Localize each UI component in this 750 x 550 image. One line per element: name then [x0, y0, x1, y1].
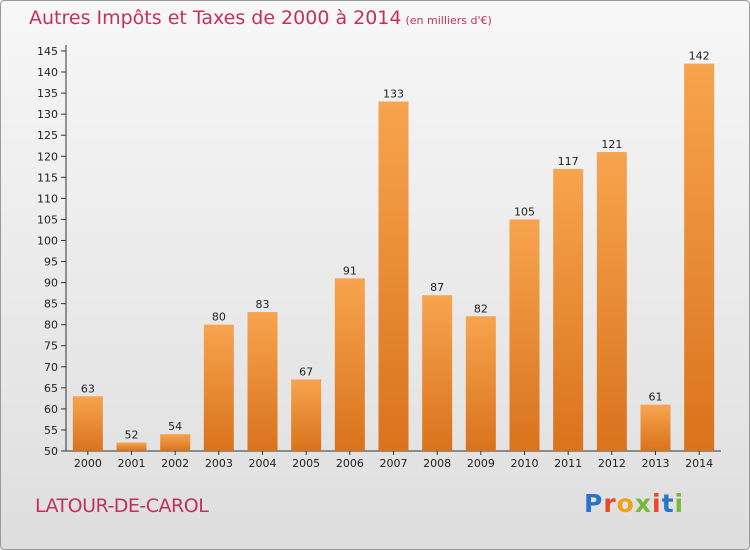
y-tick-label: 115	[37, 171, 58, 184]
chart-labels: 2000 63 2001 52 2002 54 2003 80 2004 83 2005 67 2006…	[74, 50, 713, 470]
data-label: 87	[430, 281, 444, 294]
x-tick-label: 2011	[554, 457, 582, 470]
y-tick-label: 100	[37, 234, 58, 247]
data-label: 117	[558, 155, 579, 168]
y-tick-label: 145	[37, 45, 58, 58]
y-tick-label: 50	[44, 445, 58, 458]
y-tick-label: 95	[44, 256, 58, 269]
bar	[72, 396, 103, 451]
data-label: 133	[383, 88, 404, 101]
y-tick-label: 120	[37, 150, 58, 163]
bar	[422, 295, 453, 451]
data-label: 83	[256, 298, 270, 311]
chart-bars	[72, 63, 715, 452]
x-tick-label: 2012	[598, 457, 626, 470]
y-tick-label: 55	[44, 424, 58, 437]
y-tick-label: 70	[44, 361, 58, 374]
data-label: 121	[601, 138, 622, 151]
data-label: 142	[689, 50, 710, 63]
bar	[640, 404, 671, 451]
x-tick-label: 2002	[161, 457, 189, 470]
y-tick-label: 65	[44, 382, 58, 395]
data-label: 82	[474, 302, 488, 315]
commune-name: LATOUR-DE-CAROL	[35, 495, 209, 517]
data-label: 67	[299, 365, 313, 378]
bar	[247, 312, 278, 451]
bar	[509, 219, 540, 451]
x-tick-label: 2007	[380, 457, 408, 470]
y-tick-label: 75	[44, 340, 58, 353]
x-tick-label: 2014	[685, 457, 713, 470]
x-tick-label: 2013	[642, 457, 670, 470]
x-tick-label: 2005	[292, 457, 320, 470]
x-tick-label: 2004	[249, 457, 277, 470]
bar	[291, 379, 322, 451]
y-tick-label: 130	[37, 108, 58, 121]
bar	[116, 442, 147, 451]
bar	[465, 316, 496, 451]
data-label: 61	[649, 391, 663, 404]
bar	[334, 278, 365, 451]
x-tick-label: 2008	[423, 457, 451, 470]
data-label: 91	[343, 264, 357, 277]
x-tick-label: 2000	[74, 457, 102, 470]
data-label: 52	[125, 429, 139, 442]
y-tick-label: 140	[37, 66, 58, 79]
data-label: 105	[514, 205, 535, 218]
bar	[684, 63, 715, 451]
proxiti-logo[interactable]: Proxiti	[584, 489, 685, 518]
x-tick-label: 2006	[336, 457, 364, 470]
y-tick-label: 105	[37, 213, 58, 226]
x-tick-label: 2010	[511, 457, 539, 470]
y-tick-label: 90	[44, 277, 58, 290]
bar	[203, 324, 234, 451]
x-tick-label: 2003	[205, 457, 233, 470]
y-tick-label: 80	[44, 319, 58, 332]
y-tick-label: 135	[37, 87, 58, 100]
y-tick-label: 85	[44, 298, 58, 311]
chart-title: Autres Impôts et Taxes de 2000 à 2014 (en…	[29, 7, 492, 29]
bar	[160, 434, 191, 451]
bar	[553, 168, 584, 452]
x-tick-label: 2009	[467, 457, 495, 470]
x-tick-label: 2001	[118, 457, 146, 470]
y-tick-label: 110	[37, 192, 58, 205]
chart-unit: (en milliers d'€)	[405, 14, 492, 27]
data-label: 63	[81, 382, 95, 395]
bar	[596, 152, 627, 452]
y-tick-label: 125	[37, 129, 58, 142]
y-tick-label: 60	[44, 403, 58, 416]
chart-title-text: Autres Impôts et Taxes de 2000 à 2014	[29, 7, 402, 29]
bar	[378, 101, 409, 452]
data-label: 54	[168, 420, 182, 433]
data-label: 80	[212, 311, 226, 324]
